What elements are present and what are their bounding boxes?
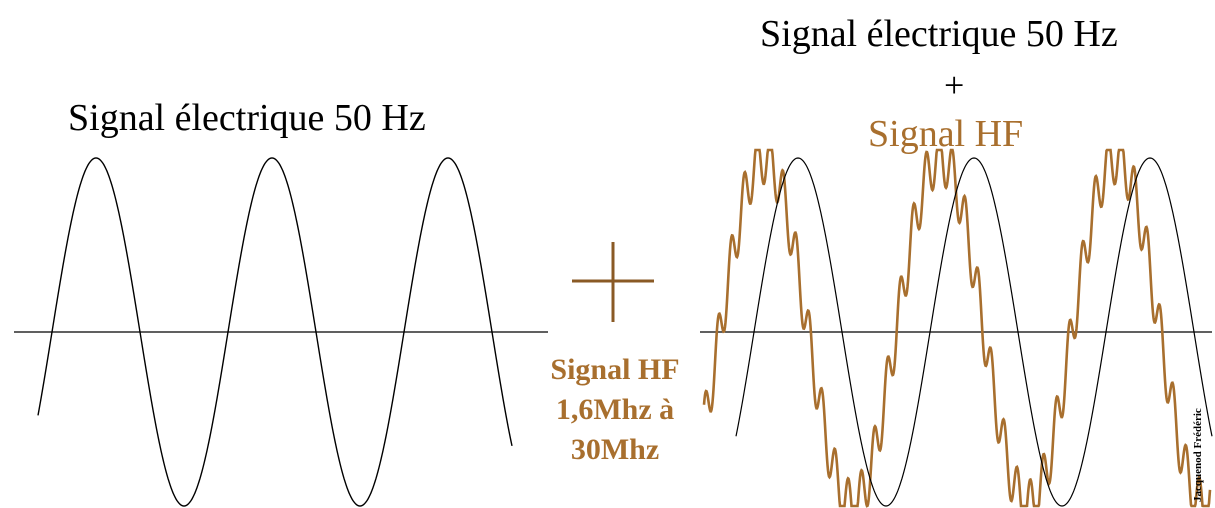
plus-sign	[572, 242, 654, 322]
right-title: Signal électrique 50 Hz	[760, 13, 1118, 55]
right-hf-label: Signal HF	[868, 113, 1024, 155]
hf-caption-line-3: 30Mhz	[570, 433, 660, 466]
author-signature: Jacquenod Frédéric	[1192, 408, 1204, 502]
left-title: Signal électrique 50 Hz	[68, 97, 426, 139]
right-sine-wave	[735, 157, 1213, 507]
left-sine-wave	[37, 157, 513, 507]
hf-caption-line-1: Signal HF	[550, 353, 680, 386]
hf-caption: Signal HF 1,6Mhz à 30Mhz	[533, 350, 697, 470]
right-plus-sign: +	[944, 65, 965, 105]
hf-caption-line-2: 1,6Mhz à	[555, 393, 675, 426]
combined-hf-wave	[702, 148, 1212, 508]
